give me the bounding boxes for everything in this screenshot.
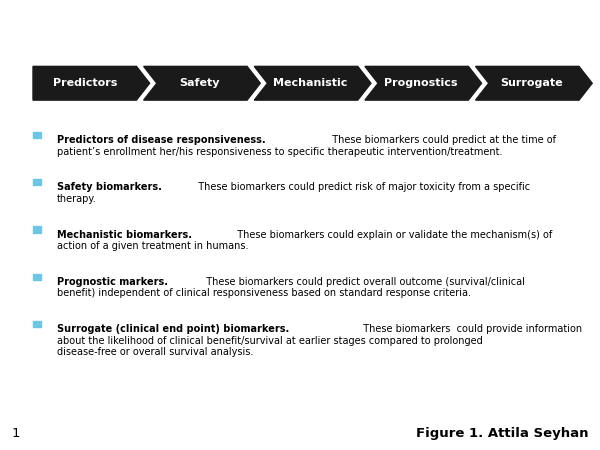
- Text: Figure 1. Attila Seyhan: Figure 1. Attila Seyhan: [415, 427, 588, 440]
- Bar: [33, 226, 41, 233]
- Polygon shape: [476, 67, 592, 100]
- Text: about the likelihood of clinical benefit/survival at earlier stages compared to : about the likelihood of clinical benefit…: [57, 336, 483, 346]
- Text: Prognostic markers.: Prognostic markers.: [57, 277, 168, 287]
- Text: Mechanistic: Mechanistic: [273, 78, 347, 88]
- Bar: [33, 321, 41, 327]
- Text: Surrogate: Surrogate: [500, 78, 563, 88]
- Polygon shape: [33, 67, 149, 100]
- Text: benefit) independent of clinical responsiveness based on standard response crite: benefit) independent of clinical respons…: [57, 288, 471, 298]
- Polygon shape: [365, 67, 482, 100]
- Text: Surrogate (clinical end point) biomarkers.: Surrogate (clinical end point) biomarker…: [57, 324, 289, 334]
- Text: These biomarkers could explain or validate the mechanism(s) of: These biomarkers could explain or valida…: [231, 230, 553, 239]
- Text: Safety biomarkers.: Safety biomarkers.: [57, 182, 162, 192]
- Bar: [33, 179, 41, 185]
- Text: patient’s enrollment her/his responsiveness to specific therapeutic intervention: patient’s enrollment her/his responsiven…: [57, 147, 503, 157]
- Text: 1: 1: [12, 427, 20, 440]
- Text: Predictors of disease responsiveness.: Predictors of disease responsiveness.: [57, 135, 266, 145]
- Text: action of a given treatment in humans.: action of a given treatment in humans.: [57, 241, 248, 251]
- Text: These biomarkers could predict at the time of: These biomarkers could predict at the ti…: [326, 135, 556, 145]
- Text: Predictors: Predictors: [53, 78, 117, 88]
- Polygon shape: [254, 67, 371, 100]
- Bar: [33, 274, 41, 280]
- Text: therapy.: therapy.: [57, 194, 97, 204]
- Text: These biomarkers  could provide information: These biomarkers could provide informati…: [356, 324, 582, 334]
- Text: Prognostics: Prognostics: [384, 78, 457, 88]
- Text: Mechanistic biomarkers.: Mechanistic biomarkers.: [57, 230, 192, 239]
- Text: disease-free or overall survival analysis.: disease-free or overall survival analysi…: [57, 347, 253, 357]
- Text: These biomarkers could predict overall outcome (survival/clinical: These biomarkers could predict overall o…: [200, 277, 525, 287]
- Polygon shape: [143, 67, 260, 100]
- Bar: [33, 132, 41, 138]
- Text: Safety: Safety: [179, 78, 220, 88]
- Text: These biomarkers could predict risk of major toxicity from a specific: These biomarkers could predict risk of m…: [193, 182, 530, 192]
